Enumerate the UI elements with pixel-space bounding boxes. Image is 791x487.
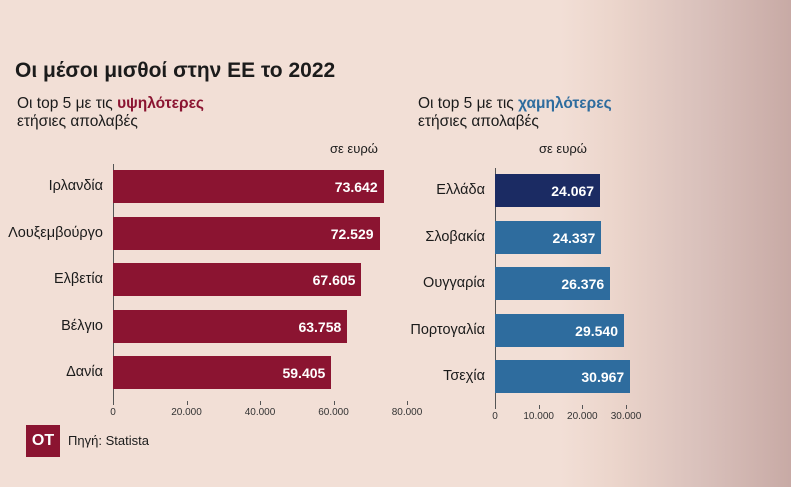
- category-label: Ελλάδα: [436, 182, 485, 198]
- category-label: Σλοβακία: [425, 228, 485, 245]
- bar-value-label: 24.337: [552, 229, 596, 246]
- left-unit-label: σε ευρώ: [330, 141, 378, 156]
- x-tick-label: 0: [492, 410, 498, 422]
- x-tick-label: 40.000: [244, 406, 276, 418]
- bar: [113, 309, 348, 343]
- tick-mark: [113, 400, 114, 405]
- bar: [113, 216, 380, 250]
- category-label: Δανία: [66, 364, 103, 380]
- bar: [495, 360, 631, 393]
- category-label: Λουξεμβούργο: [8, 224, 103, 241]
- bar: [495, 220, 602, 254]
- tick-mark: [582, 404, 584, 409]
- left-subtitle-highlight: υψηλότερες: [117, 95, 204, 112]
- x-tick-label: 30.000: [610, 410, 642, 422]
- tick-mark: [538, 404, 540, 409]
- left-subtitle: Οι top 5 με τις υψηλότερες ετήσιες απολα…: [17, 95, 204, 131]
- bar-value-label: 26.376: [561, 276, 605, 292]
- bar: [495, 174, 601, 207]
- chart-title: Οι μέσοι μισθοί στην ΕΕ το 2022: [15, 59, 336, 82]
- x-tick-label: 20.000: [567, 410, 598, 422]
- x-tick-label: 10.000: [523, 410, 554, 422]
- tick-mark: [495, 404, 496, 409]
- right-subtitle-line2: ετήσιες απολαβές: [418, 113, 539, 130]
- tick-mark: [407, 400, 408, 405]
- tick-mark: [333, 400, 335, 405]
- ot-logo: OT: [26, 425, 60, 457]
- bar: [495, 313, 624, 347]
- bar-value-label: 30.967: [581, 369, 625, 385]
- bar-value-label: 73.642: [334, 179, 378, 195]
- source-label: Πηγή: Statista: [68, 433, 149, 448]
- x-tick-label: 80.000: [391, 406, 423, 418]
- right-unit-label: σε ευρώ: [539, 141, 587, 156]
- category-label: Ουγγαρία: [423, 275, 485, 291]
- right-subtitle-highlight: χαμηλότερες: [518, 95, 612, 112]
- bar-value-label: 72.529: [330, 225, 374, 242]
- category-label: Πορτογαλία: [410, 321, 485, 338]
- bar-value-label: 67.605: [312, 272, 356, 288]
- category-label: Ελβετία: [53, 271, 103, 287]
- x-tick-label: 60.000: [318, 406, 349, 418]
- tick-mark: [186, 400, 188, 405]
- left-subtitle-prefix: Οι top 5 με τις: [17, 95, 118, 112]
- bar-value-label: 24.067: [551, 183, 595, 199]
- left-subtitle-line2: ετήσιες απολαβές: [17, 113, 138, 130]
- tick-mark: [626, 404, 627, 409]
- category-label: Βέλγιο: [61, 317, 103, 334]
- bar: [113, 170, 384, 203]
- right-subtitle: Οι top 5 με τις χαμηλότερες ετήσιες απολ…: [418, 95, 612, 131]
- bar-value-label: 29.540: [575, 322, 618, 339]
- category-label: Ιρλανδία: [48, 178, 103, 194]
- bar: [495, 267, 611, 300]
- bar-value-label: 59.405: [282, 365, 326, 381]
- tick-mark: [260, 400, 261, 405]
- right-subtitle-prefix: Οι top 5 με τις: [418, 95, 519, 112]
- bar: [113, 356, 332, 389]
- x-tick-label: 20.000: [171, 406, 202, 418]
- x-tick-label: 0: [110, 406, 116, 418]
- category-label: Τσεχία: [443, 368, 485, 384]
- bar: [113, 263, 362, 296]
- bar-value-label: 63.758: [298, 318, 342, 335]
